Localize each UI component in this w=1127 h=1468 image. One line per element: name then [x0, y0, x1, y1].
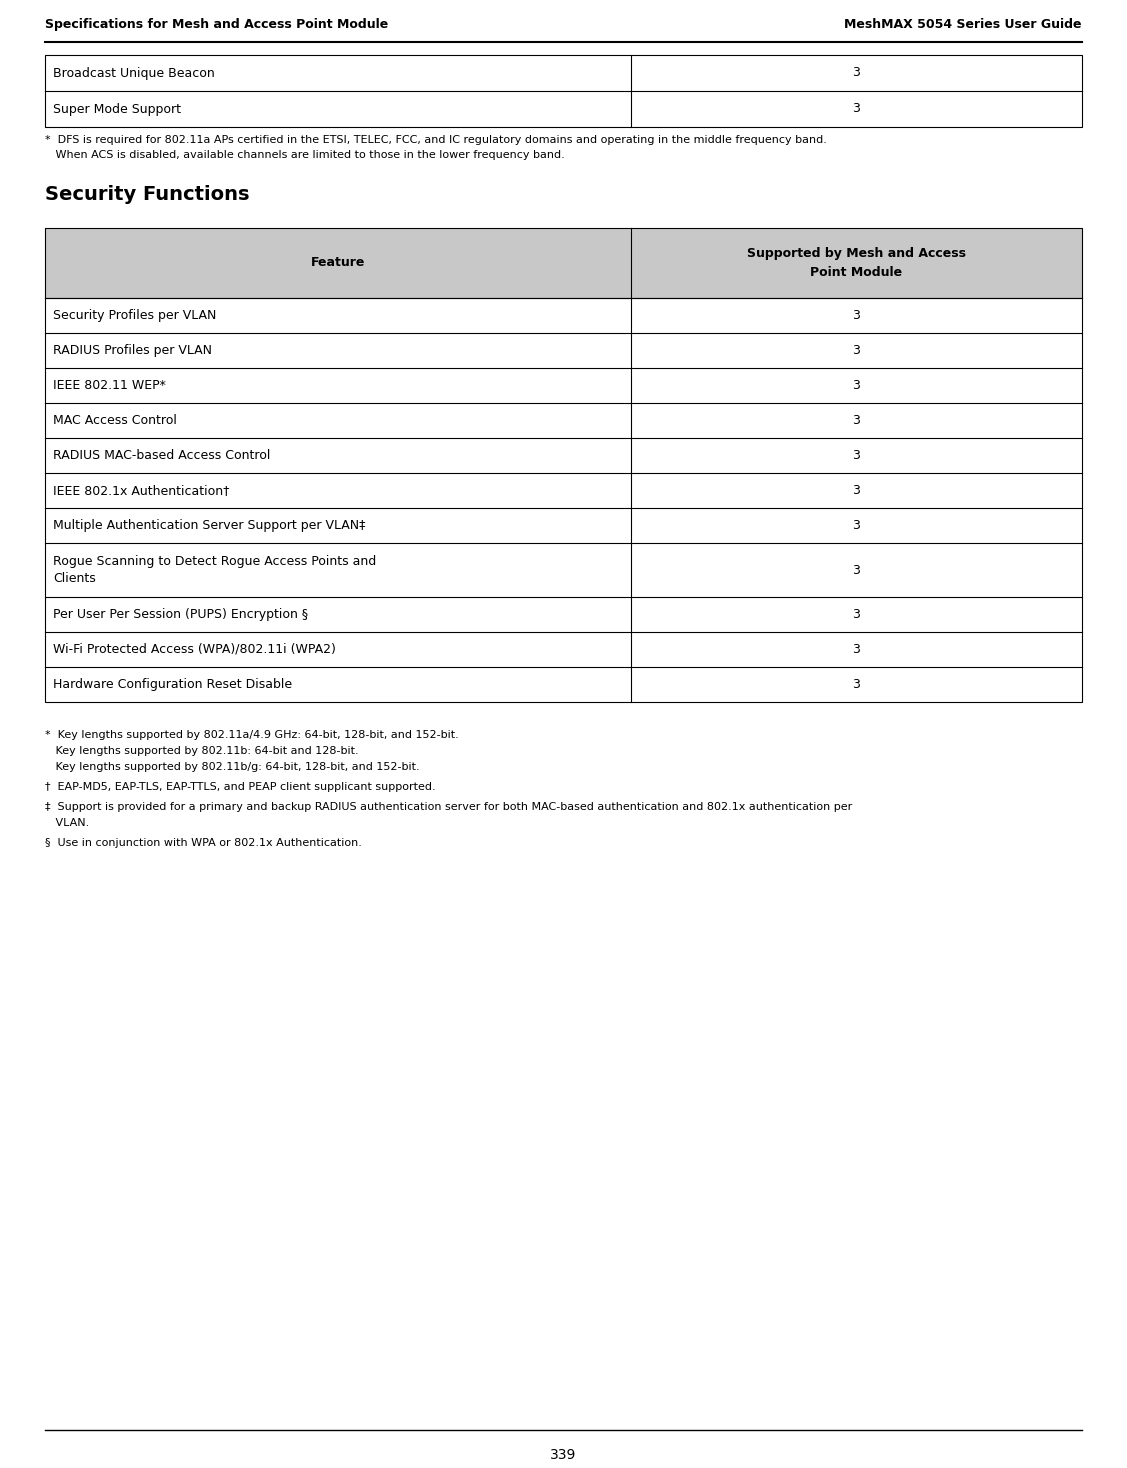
- Text: Supported by Mesh and Access
Point Module: Supported by Mesh and Access Point Modul…: [747, 248, 966, 279]
- Text: MAC Access Control: MAC Access Control: [53, 414, 177, 427]
- Text: Per User Per Session (PUPS) Encryption §: Per User Per Session (PUPS) Encryption §: [53, 608, 308, 621]
- Text: Specifications for Mesh and Access Point Module: Specifications for Mesh and Access Point…: [45, 18, 388, 31]
- Text: RADIUS Profiles per VLAN: RADIUS Profiles per VLAN: [53, 344, 212, 357]
- Text: Security Functions: Security Functions: [45, 185, 249, 204]
- Text: 3: 3: [852, 308, 860, 321]
- Text: Key lengths supported by 802.11b: 64-bit and 128-bit.: Key lengths supported by 802.11b: 64-bit…: [45, 746, 358, 756]
- Text: Hardware Configuration Reset Disable: Hardware Configuration Reset Disable: [53, 678, 292, 691]
- Text: MeshMAX 5054 Series User Guide: MeshMAX 5054 Series User Guide: [844, 18, 1082, 31]
- Text: §  Use in conjunction with WPA or 802.1x Authentication.: § Use in conjunction with WPA or 802.1x …: [45, 838, 362, 849]
- Text: Multiple Authentication Server Support per VLAN‡: Multiple Authentication Server Support p…: [53, 520, 365, 531]
- Text: 3: 3: [852, 344, 860, 357]
- Text: 3: 3: [852, 103, 860, 116]
- Text: Wi-Fi Protected Access (WPA)/802.11i (WPA2): Wi-Fi Protected Access (WPA)/802.11i (WP…: [53, 643, 336, 656]
- Text: 3: 3: [852, 520, 860, 531]
- Text: Security Profiles per VLAN: Security Profiles per VLAN: [53, 308, 216, 321]
- Text: 339: 339: [550, 1447, 577, 1462]
- Text: Super Mode Support: Super Mode Support: [53, 103, 181, 116]
- Text: *  Key lengths supported by 802.11a/4.9 GHz: 64-bit, 128-bit, and 152-bit.: * Key lengths supported by 802.11a/4.9 G…: [45, 730, 459, 740]
- Text: IEEE 802.11 WEP*: IEEE 802.11 WEP*: [53, 379, 166, 392]
- Text: 3: 3: [852, 678, 860, 691]
- Text: 3: 3: [852, 608, 860, 621]
- Text: IEEE 802.1x Authentication†: IEEE 802.1x Authentication†: [53, 484, 230, 498]
- Text: 3: 3: [852, 564, 860, 577]
- Text: 3: 3: [852, 414, 860, 427]
- Text: †  EAP-MD5, EAP-TLS, EAP-TTLS, and PEAP client supplicant supported.: † EAP-MD5, EAP-TLS, EAP-TTLS, and PEAP c…: [45, 782, 436, 793]
- Text: VLAN.: VLAN.: [45, 818, 89, 828]
- Text: When ACS is disabled, available channels are limited to those in the lower frequ: When ACS is disabled, available channels…: [45, 150, 565, 160]
- Bar: [45, 228, 1082, 298]
- Text: 3: 3: [852, 379, 860, 392]
- Text: RADIUS MAC-based Access Control: RADIUS MAC-based Access Control: [53, 449, 270, 462]
- Text: 3: 3: [852, 484, 860, 498]
- Bar: [45, 228, 1082, 702]
- Bar: [45, 54, 1082, 128]
- Text: ‡  Support is provided for a primary and backup RADIUS authentication server for: ‡ Support is provided for a primary and …: [45, 802, 852, 812]
- Text: 3: 3: [852, 449, 860, 462]
- Text: Broadcast Unique Beacon: Broadcast Unique Beacon: [53, 66, 215, 79]
- Text: *  DFS is required for 802.11a APs certified in the ETSI, TELEC, FCC, and IC reg: * DFS is required for 802.11a APs certif…: [45, 135, 827, 145]
- Text: Feature: Feature: [311, 257, 365, 270]
- Text: Key lengths supported by 802.11b/g: 64-bit, 128-bit, and 152-bit.: Key lengths supported by 802.11b/g: 64-b…: [45, 762, 419, 772]
- Text: 3: 3: [852, 66, 860, 79]
- Text: Rogue Scanning to Detect Rogue Access Points and
Clients: Rogue Scanning to Detect Rogue Access Po…: [53, 555, 376, 584]
- Text: 3: 3: [852, 643, 860, 656]
